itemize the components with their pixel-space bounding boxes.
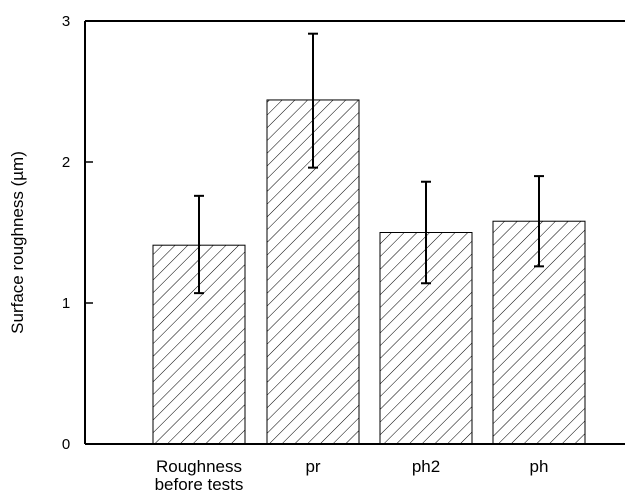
x-category-label: Roughness (156, 457, 242, 476)
x-category-label: before tests (155, 475, 244, 494)
y-tick-label: 1 (62, 295, 70, 312)
error-bars (194, 32, 544, 295)
bars (152, 99, 586, 445)
y-tick-label: 0 (62, 436, 70, 453)
labels: 0 1 2 3 Surface roughness (µm) Roughnessbefor… (8, 13, 548, 494)
x-category-label: pr (305, 457, 320, 476)
x-category-label: ph (530, 457, 549, 476)
y-tick-label: 3 (62, 13, 70, 30)
y-axis-title: Surface roughness (µm) (8, 151, 27, 334)
x-category-label: ph2 (412, 457, 440, 476)
y-tick-label: 2 (62, 154, 70, 171)
